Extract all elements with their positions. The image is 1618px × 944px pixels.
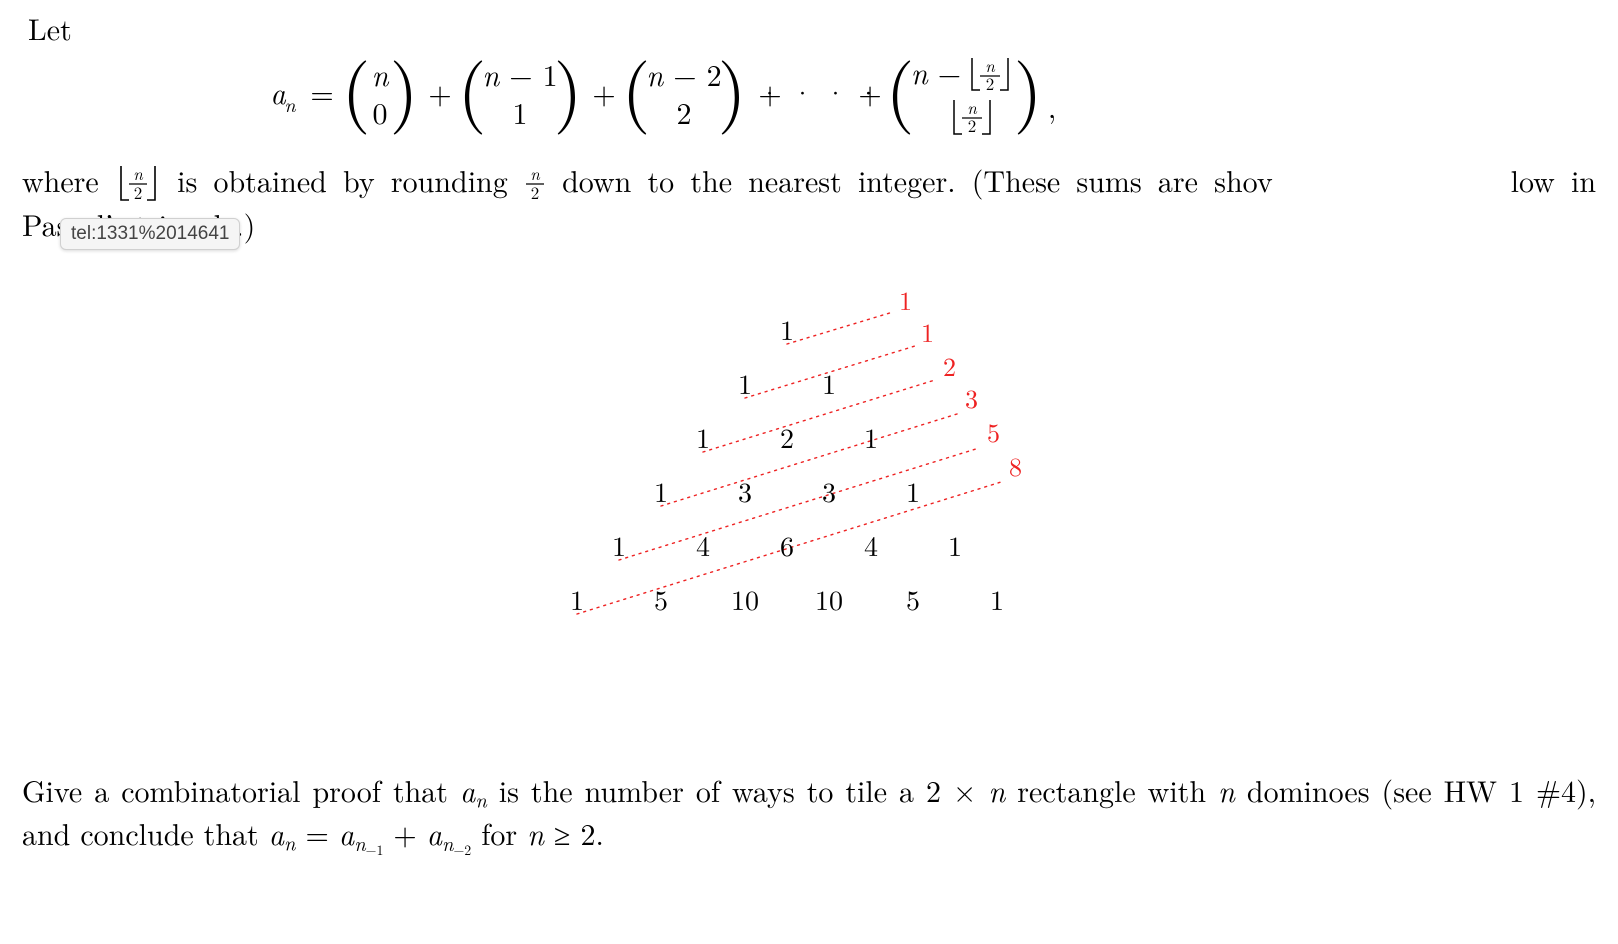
equation-svg: a n = ( n 0 ) + ( n − 1 1 ) + ( n − 2 2 [260, 38, 1160, 150]
binom2-top: n − 1 [482, 52, 557, 95]
binom2-bot: 1 [513, 90, 528, 133]
p3-b: is the number of ways to tile a [487, 768, 926, 811]
eq-a-sub: n [284, 89, 296, 118]
floor-n2-svg: n 2 [115, 164, 161, 204]
p3-f: . [595, 811, 603, 854]
floor-top-left [972, 58, 980, 90]
p2-b: is obtained by rounding [161, 158, 524, 201]
eq-comma: , [1048, 84, 1056, 127]
pascal-entry: 1 [780, 309, 794, 349]
p3-e: for [471, 811, 527, 854]
eq-equals: = [310, 70, 333, 113]
diagonal-line [787, 312, 893, 344]
rparen-1: ) [390, 38, 419, 138]
recurrence: an = an−1 + an−2 [269, 811, 472, 854]
pascal-entry: 5 [906, 579, 920, 619]
binom4-top-frac-2: 2 [986, 71, 995, 95]
diagonal-line [619, 448, 979, 560]
fibonacci-sum: 5 [987, 413, 1000, 450]
plus-2: + [592, 70, 615, 113]
fibonacci-sum: 2 [943, 347, 956, 384]
link-preview-tooltip[interactable]: tel:1331%2014641 [60, 218, 240, 250]
binom1-top: n [372, 52, 390, 95]
binom4-bot-frac-2: 2 [968, 113, 977, 137]
rparen-3: ) [718, 38, 747, 138]
svg-text:2: 2 [134, 180, 143, 204]
binom3-top: n − 2 [646, 52, 721, 95]
pascal-entry: 3 [822, 471, 836, 511]
binom1-bot: 0 [373, 90, 388, 133]
plus-1: + [428, 70, 451, 113]
n-dominoes: n [1218, 768, 1235, 811]
displayed-equation: a n = ( n 0 ) + ( n − 1 1 ) + ( n − 2 2 [0, 38, 1618, 150]
a_n-1: an [460, 768, 487, 811]
p2-a: where [22, 158, 115, 201]
binom3-bot: 2 [677, 90, 692, 133]
p3-c: rectangle with [1005, 768, 1218, 811]
floor-inline: n 2 [115, 158, 161, 201]
pascal-entry: 10 [815, 579, 843, 619]
lparen-1: ( [342, 38, 371, 138]
pascal-entry: 1 [738, 363, 752, 403]
pascal-entry: 1 [654, 471, 668, 511]
paragraph-3: Give a combinatorial proof that an is th… [22, 770, 1596, 860]
p3-a: Give a combinatorial proof that [22, 768, 460, 811]
p2-c: down to the nearest integer. (These sums… [546, 158, 1273, 201]
n-ge-2: n ≥ 2 [527, 811, 595, 854]
binom4-top-n: n − [911, 50, 961, 93]
pascal-entry: 10 [731, 579, 759, 619]
pascal-entry: 1 [948, 525, 962, 565]
triangle-svg: 11112113311464115101051112358 [529, 290, 1089, 660]
pascal-triangle: 11112113311464115101051112358 [0, 290, 1618, 669]
pascal-entry: 1 [906, 471, 920, 511]
rparen-2: ) [554, 38, 583, 138]
pascal-entry: 1 [864, 417, 878, 457]
frac-n2-svg: n 2 [524, 164, 546, 204]
frac-inline: n 2 [524, 158, 546, 201]
svg-text:2: 2 [531, 180, 540, 204]
fibonacci-sum: 8 [1009, 447, 1022, 484]
pascal-entry: 4 [864, 525, 878, 565]
pascal-entry: 2 [780, 417, 794, 457]
pascal-entry: 6 [780, 525, 794, 565]
plus-4: + [858, 70, 881, 113]
floor-bot-right [982, 100, 990, 134]
two-by-n: 2 × n [926, 768, 1005, 811]
paragraph-2: where n 2 is obtained by rounding n 2 [22, 160, 1596, 245]
floor-bot-left [954, 100, 962, 134]
fibonacci-sum: 3 [965, 379, 978, 416]
pascal-entry: 4 [696, 525, 710, 565]
pascal-entry: 1 [570, 579, 584, 619]
rparen-4: ) [1014, 38, 1043, 138]
pascal-entry: 1 [822, 363, 836, 403]
pascal-entry: 1 [696, 417, 710, 457]
pascal-entry: 3 [738, 471, 752, 511]
pascal-entry: 1 [612, 525, 626, 565]
fibonacci-sum: 1 [921, 313, 934, 350]
pascal-entry: 5 [654, 579, 668, 619]
floor-top-right [1000, 58, 1008, 90]
pascal-entry: 1 [990, 579, 1004, 619]
fibonacci-sum: 1 [899, 290, 912, 318]
page: Let a n = ( n 0 ) + ( n − 1 1 ) + [0, 0, 1618, 944]
